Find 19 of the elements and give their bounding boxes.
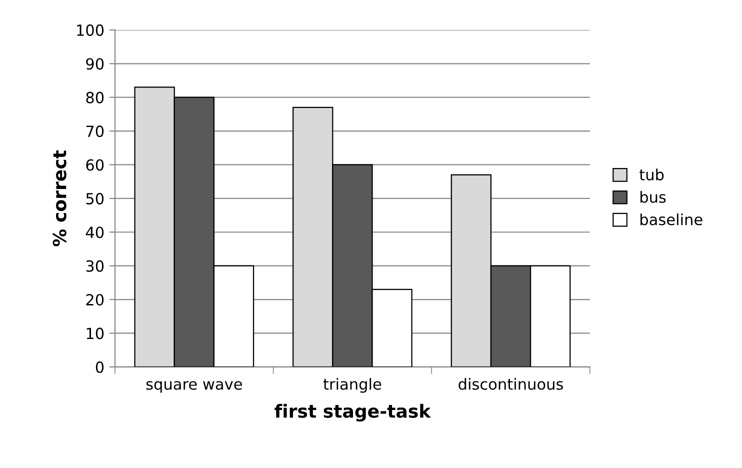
y-axis-title: % correct xyxy=(52,150,66,246)
x-tick-label: square wave xyxy=(146,381,242,393)
x-axis-title: first stage-task xyxy=(274,404,431,422)
y-tick-label: 30 xyxy=(86,260,104,272)
y-tick-label: 50 xyxy=(86,192,104,204)
y-tick-label: 20 xyxy=(86,294,104,306)
y-tick-label: 90 xyxy=(86,58,104,70)
legend-label: bus xyxy=(640,191,666,203)
x-tick-label: discontinuous xyxy=(458,378,563,390)
y-tick-label: 80 xyxy=(86,92,104,104)
y-tick-label: 10 xyxy=(86,328,104,340)
legend-label: baseline xyxy=(640,213,702,226)
y-tick-label: 100 xyxy=(77,24,104,36)
y-tick-label: 0 xyxy=(96,361,104,373)
legend-label: tub xyxy=(640,168,664,180)
y-tick-label: 40 xyxy=(86,226,104,238)
x-tick-label: triangle xyxy=(323,378,382,393)
y-tick-label: 60 xyxy=(86,159,104,171)
y-tick-label: 70 xyxy=(86,126,104,138)
